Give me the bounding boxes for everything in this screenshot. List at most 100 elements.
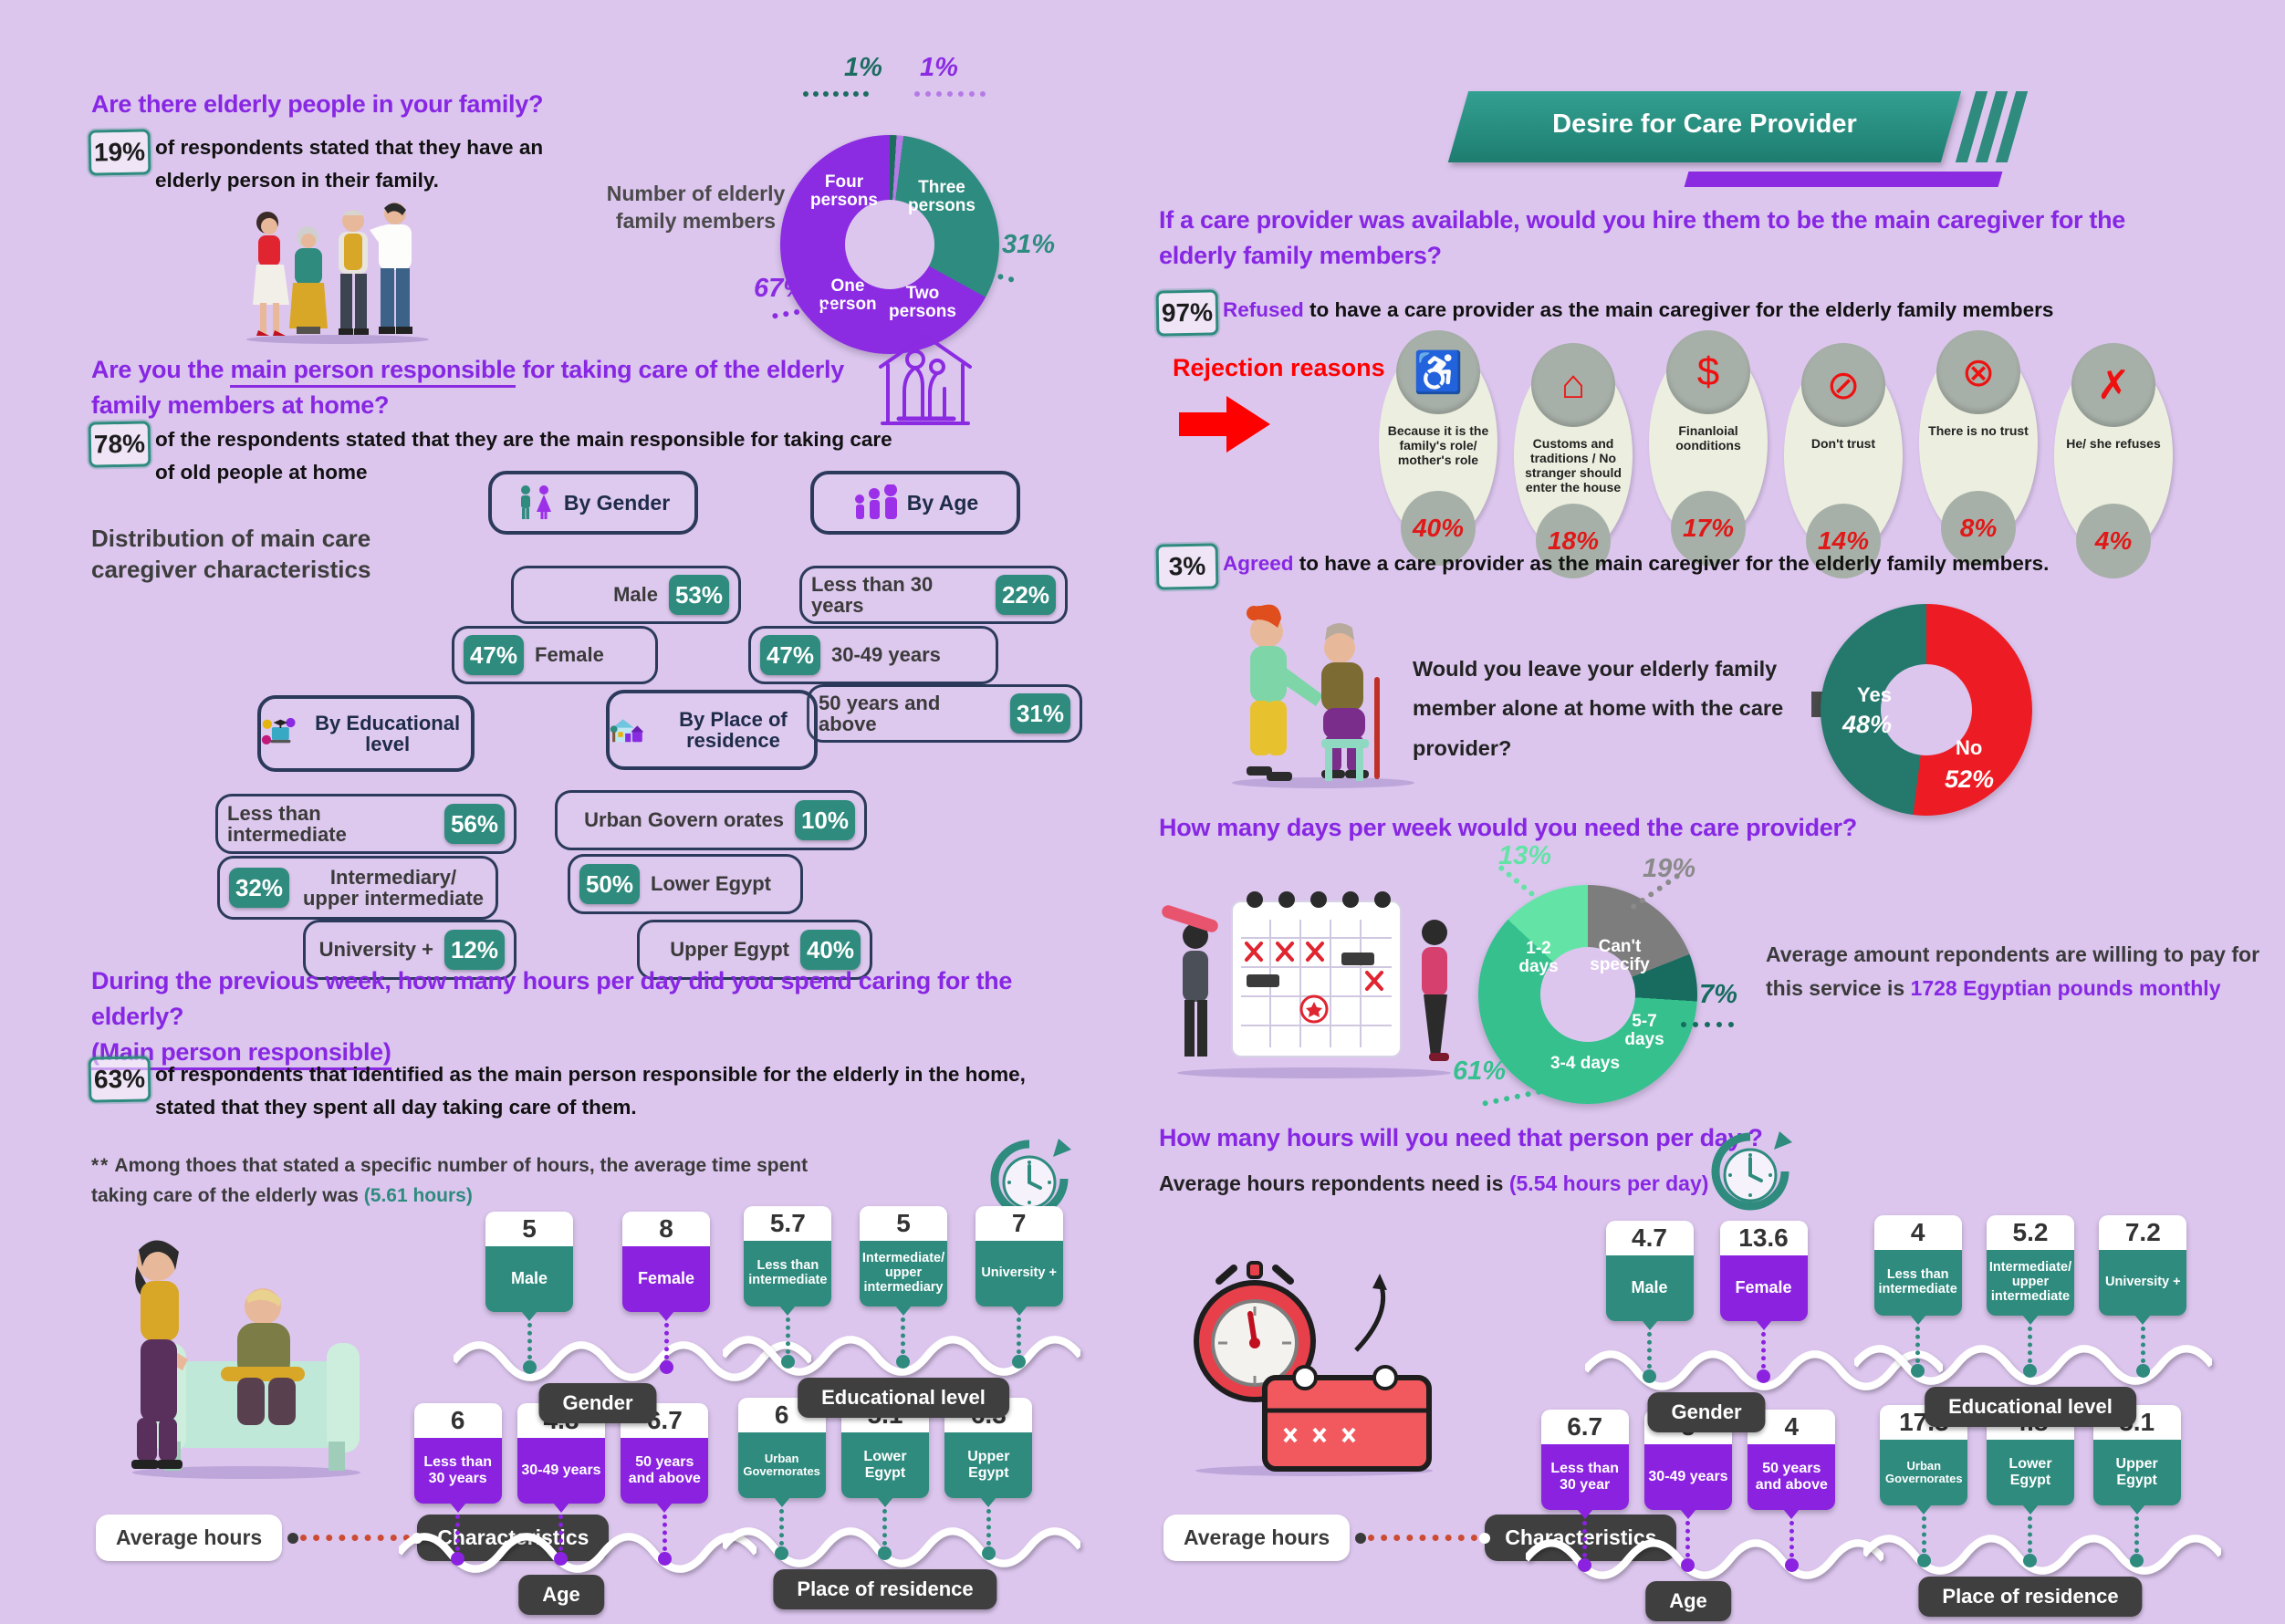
residence-houses-icon: [610, 719, 644, 743]
label-rg-male: Male: [1605, 1255, 1694, 1321]
reason-pct: 18%: [1536, 504, 1611, 578]
dots-5-7: [1681, 1022, 1734, 1027]
value-edu-mid: 32%: [229, 868, 289, 908]
value-edu-2: 5: [859, 1206, 947, 1241]
reason-label: Finanloial oonditions: [1675, 423, 1741, 453]
avg-value: (5.54 hours per day): [1508, 1171, 1709, 1195]
value-age-under30: 22%: [996, 575, 1056, 615]
callout-three-persons-pct: 1%: [920, 53, 958, 82]
pill-by-gender: By Gender: [488, 471, 698, 535]
agreed-rest: to have a care provider as the main care…: [1293, 552, 2050, 575]
question-hire-provider: If a care provider was available, would …: [1159, 206, 2126, 270]
label-ra-3: 50 years and above: [1748, 1444, 1836, 1510]
row-age-3: 50 years and above 31%: [807, 684, 1082, 743]
label-age-under30: Less than 30 years: [811, 572, 934, 617]
slice-label-no: No: [1956, 736, 1983, 759]
wave-line: [454, 1341, 811, 1381]
wave-line: [1585, 1350, 1943, 1390]
label-hours-male: Male: [485, 1246, 573, 1312]
value-age-30-49: 47%: [760, 635, 820, 675]
label-lres-3: Upper Egypt: [944, 1432, 1033, 1498]
value-ra-1: 6.7: [1540, 1410, 1629, 1444]
legend-dot-white: [412, 1532, 423, 1544]
reason-label: Don't trust: [1810, 436, 1876, 451]
value-hours-female: 8: [622, 1212, 710, 1246]
value-male: 53%: [669, 575, 729, 615]
axis-place-of-residence: Place of residence: [1918, 1577, 2143, 1617]
label-female: Female: [535, 643, 604, 667]
donut-elderly-members: Four persons Three persons Two persons O…: [780, 135, 999, 354]
label-rr-3: Upper Egypt: [2092, 1440, 2181, 1505]
label-edu-mid: Intermediary/ upper intermediate: [302, 865, 485, 910]
value-res-urban: 10%: [795, 800, 855, 840]
distribution-title: Distribution of main care caregiver char…: [91, 525, 371, 583]
reason-pct: 8%: [1941, 491, 2016, 566]
q2-underlined: main person responsible: [230, 356, 516, 388]
value-edu-1: 5.7: [744, 1206, 832, 1241]
reason-card-no-trust: ⊗ There is no trust 8%: [1914, 330, 2043, 566]
label-lage-3: 50 years and above: [621, 1438, 709, 1504]
label-rr-1: Urban Governorates: [1880, 1440, 1968, 1505]
reason-label: Because it is the family's role/ mother'…: [1387, 423, 1489, 468]
label-male: Male: [613, 583, 658, 607]
chart-needed-hours-by-gender: 4.7 Male 13.6 Female Gender: [1585, 1221, 1943, 1432]
calendar-planning-illustration: [1162, 891, 1451, 1078]
section-banner: Desire for Care Provider: [1447, 91, 2042, 201]
question-main-responsible: Are you the main person responsible for …: [91, 352, 858, 423]
label-age-50plus: 50 years and above: [819, 691, 941, 735]
stat-text-19: of respondents stated that they have an …: [155, 136, 544, 192]
reason-card-customs: ⌂ Customs and traditions / No stranger s…: [1508, 343, 1638, 578]
slice-label-1-2-days: 1-2 days: [1518, 939, 1559, 976]
row-edu-1: Less than intermediate 56%: [215, 794, 516, 854]
callout-cant-specify: 19%: [1643, 854, 1696, 883]
callout-5-7-days: 7%: [1699, 980, 1737, 1009]
slice-label-5-7-days: 5-7 days: [1624, 1012, 1664, 1049]
slice-label-3-4-days: 3-4 days: [1549, 1054, 1621, 1073]
callout-3-4-days: 61%: [1453, 1057, 1507, 1086]
avg-hours-needed: Average hours repondents need is (5.54 h…: [1159, 1171, 1944, 1196]
row-age-2: 47% 30-49 years: [748, 626, 998, 684]
q3-line1: During the previous week, how many hours…: [91, 967, 1013, 1031]
reason-label: He/ she refuses: [2066, 436, 2161, 451]
stat-badge-78: 78%: [88, 421, 151, 468]
caregiving-couch-illustration: [131, 1240, 360, 1479]
label-edu-3: University +: [975, 1241, 1063, 1306]
stat-text-agreed: Agreed to have a care provider as the ma…: [1223, 547, 2263, 580]
legend-dot-dark: [287, 1532, 299, 1544]
chart-hours-by-education: 5.7 Less than intermediate 5 Intermediate/…: [723, 1206, 1080, 1418]
pay-pre: Average amount repondents are willing to…: [1766, 942, 2260, 1000]
donut-days-per-week: 1-2 days Can't specify 5-7 days 3-4 days: [1478, 885, 1697, 1104]
label-re-2: Intermediate/ upper intermediate: [1986, 1250, 2074, 1316]
donut-leave-alone: Yes 48% No 52%: [1821, 604, 2032, 816]
row-age-1: Less than 30 years 22%: [799, 566, 1068, 624]
value-age-50plus: 31%: [1010, 693, 1070, 734]
dots-four: [803, 91, 869, 97]
dots-three: [914, 91, 986, 97]
stat-text-78: of the respondents stated that they are …: [155, 428, 892, 484]
legend-dotted-line: [1368, 1535, 1478, 1541]
slice-label-yes: Yes: [1857, 683, 1892, 706]
no-money-icon: ⊘: [1801, 343, 1885, 427]
label-ra-1: Less than 30 year: [1540, 1444, 1629, 1510]
banner-underline-bar: [1684, 172, 2003, 187]
leave-alone-question: Would you leave your elderly family memb…: [1413, 657, 1784, 760]
refusing-person-icon: ✗: [2071, 343, 2155, 427]
slice-label-four-persons: Four persons: [810, 172, 878, 210]
pay-highlight: 1728 Egyptian pounds monthly: [1910, 975, 2221, 1000]
axis-age: Age: [518, 1575, 604, 1615]
wave-line: [1854, 1345, 2212, 1385]
label-lres-2: Lower Egypt: [840, 1432, 929, 1498]
row-gender-female: 47% Female: [452, 626, 658, 684]
row-res-3: Upper Egypt 40%: [637, 920, 872, 980]
note-avg-hours: (5.61 hours): [363, 1184, 473, 1206]
value-female: 47%: [464, 635, 524, 675]
nurse-elderly-illustration: [1232, 604, 1414, 788]
legend-right: Average hours Characteristics: [1163, 1515, 1677, 1561]
reason-card-financial: $ Finanloial oonditions 17%: [1643, 330, 1773, 566]
row-edu-3: University + 12%: [303, 920, 516, 980]
legend-average-hours: Average hours: [96, 1515, 283, 1561]
agreed-lead: Agreed: [1223, 552, 1294, 575]
value-hours-male: 5: [485, 1212, 573, 1246]
slice-pct-no: 52%: [1945, 765, 1995, 793]
